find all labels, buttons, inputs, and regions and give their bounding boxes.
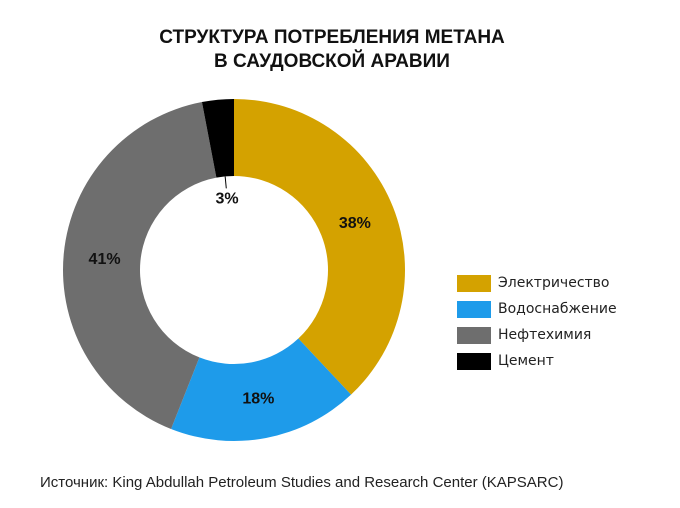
donut-slice-3 xyxy=(201,99,234,178)
donut-slice-2 xyxy=(62,102,217,429)
legend-label: Электричество xyxy=(498,275,610,291)
legend-swatch xyxy=(457,274,491,292)
legend-item: Электричество xyxy=(457,270,617,296)
legend-item: Водоснабжение xyxy=(457,296,617,322)
legend-label: Водоснабжение xyxy=(498,301,617,317)
chart-title-line-2: В САУДОВСКОЙ АРАВИИ xyxy=(214,51,450,72)
leader-line-3 xyxy=(224,176,227,189)
donut-slice-0 xyxy=(234,99,405,395)
slice-label-2: 41% xyxy=(89,251,121,268)
legend-swatch xyxy=(457,300,491,318)
legend-item: Цемент xyxy=(457,348,617,374)
donut-slice-1 xyxy=(171,338,352,442)
slice-label-0: 38% xyxy=(339,215,371,232)
slice-label-1: 18% xyxy=(242,391,274,408)
source-note: Источник: King Abdullah Petroleum Studie… xyxy=(40,474,564,491)
chart-title-line-1: СТРУКТУРА ПОТРЕБЛЕНИЯ МЕТАНА xyxy=(159,27,505,48)
slice-label-3: 3% xyxy=(215,190,238,207)
legend-label: Цемент xyxy=(498,353,554,369)
legend: Электричество Водоснабжение Нефтехимия Цеме… xyxy=(457,270,617,374)
legend-swatch xyxy=(457,326,491,344)
legend-item: Нефтехимия xyxy=(457,322,617,348)
legend-swatch xyxy=(457,352,491,370)
legend-label: Нефтехимия xyxy=(498,327,592,343)
